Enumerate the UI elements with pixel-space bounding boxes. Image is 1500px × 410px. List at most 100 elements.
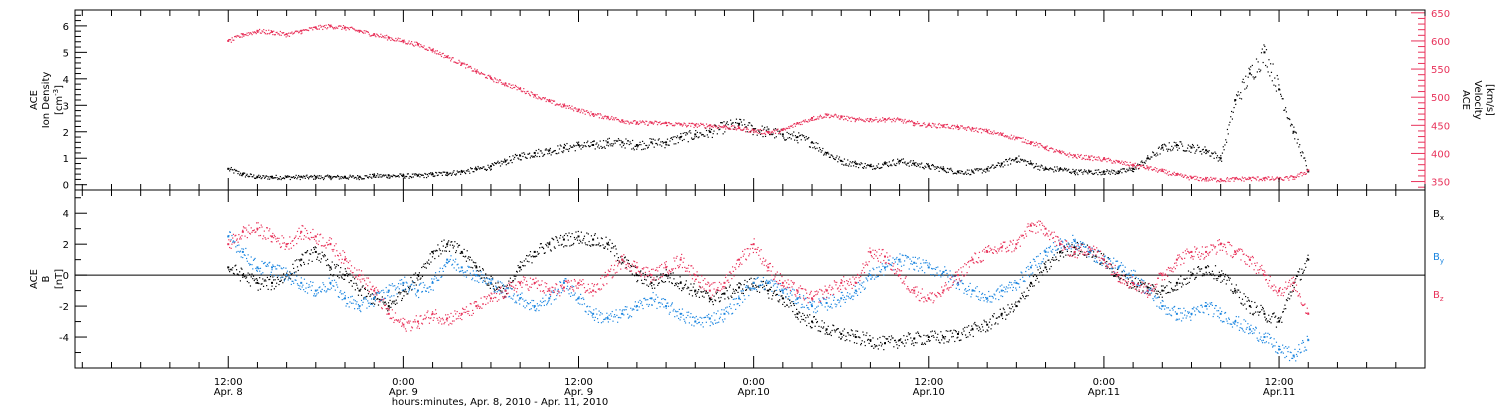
bfield-sample	[316, 289, 319, 291]
bfield-sample	[563, 246, 565, 248]
bfield-sample	[765, 284, 768, 287]
bfield-sample	[331, 261, 333, 263]
density-sample	[887, 165, 890, 168]
bfield-sample	[276, 276, 279, 279]
density-sample	[1098, 171, 1101, 174]
bfield-sample	[228, 269, 230, 271]
velocity-tick-label: 550	[1431, 65, 1450, 76]
bfield-sample	[671, 302, 674, 304]
velocity-sample	[455, 62, 458, 64]
velocity-sample	[1290, 175, 1292, 177]
density-sample	[1113, 169, 1115, 172]
density-sample	[1057, 168, 1059, 170]
bfield-sample	[683, 286, 685, 289]
bfield-sample	[1237, 289, 1239, 291]
density-sample	[787, 137, 789, 139]
bfield-sample	[634, 275, 636, 277]
bfield-sample	[266, 276, 269, 279]
velocity-sample	[727, 127, 729, 130]
velocity-sample	[450, 58, 453, 60]
bfield-point	[1015, 281, 1018, 284]
density-sample	[950, 167, 952, 169]
bfield-sample	[551, 290, 553, 292]
velocity-sample	[1137, 164, 1140, 166]
velocity-axis-label-line2: Velocity	[1472, 80, 1483, 119]
bfield-sample	[507, 288, 509, 290]
bfield-sample	[322, 254, 324, 257]
velocity-sample	[698, 125, 700, 127]
density-sample	[617, 140, 619, 142]
density-sample	[1284, 109, 1286, 111]
velocity-sample	[310, 27, 312, 29]
density-sample	[1243, 81, 1245, 84]
bfield-sample	[818, 325, 820, 328]
velocity-sample	[708, 125, 710, 127]
bfield-sample	[406, 282, 408, 284]
bfield-sample	[320, 291, 323, 293]
velocity-sample	[612, 117, 615, 119]
velocity-sample	[247, 34, 249, 37]
bfield-sample	[1157, 293, 1159, 295]
bfield-sample	[416, 277, 418, 279]
velocity-sample	[475, 72, 478, 74]
bfield-sample	[1187, 282, 1189, 285]
bfield-sample	[250, 276, 252, 278]
bfield-sample	[362, 285, 364, 287]
bfield-sample	[1224, 276, 1226, 278]
density-sample	[579, 145, 581, 147]
velocity-sample	[705, 127, 707, 129]
bfield-sample	[895, 341, 897, 343]
velocity-sample	[337, 25, 340, 27]
velocity-sample	[264, 33, 266, 35]
bfield-sample	[391, 303, 393, 305]
density-sample	[634, 145, 636, 147]
velocity-sample	[554, 104, 556, 106]
density-sample	[430, 172, 432, 174]
density-sample	[796, 139, 798, 142]
bfield-sample	[1180, 286, 1183, 288]
velocity-sample	[1019, 137, 1021, 139]
bfield-sample	[570, 292, 572, 294]
density-sample	[798, 135, 801, 137]
density-sample	[514, 156, 516, 159]
bfield-sample	[668, 313, 670, 315]
density-sample	[252, 176, 254, 178]
velocity-sample	[661, 123, 663, 125]
velocity-sample	[1034, 142, 1036, 145]
velocity-sample	[1280, 178, 1283, 180]
bfield-sample	[509, 287, 512, 289]
bfield-sample	[297, 284, 299, 286]
bfield-sample	[387, 302, 390, 304]
velocity-sample	[709, 127, 711, 129]
velocity-sample	[425, 48, 427, 51]
density-sample	[831, 154, 833, 156]
bfield-sample	[559, 281, 562, 284]
velocity-sample	[809, 118, 811, 120]
bfield-sample	[566, 235, 569, 237]
velocity-sample	[411, 40, 413, 43]
velocity-sample	[1046, 145, 1048, 147]
velocity-sample	[590, 111, 592, 113]
density-point	[373, 174, 376, 177]
density-sample	[338, 178, 340, 180]
bfield-sample	[1282, 311, 1284, 313]
density-sample	[283, 178, 286, 180]
velocity-sample	[1235, 176, 1238, 179]
velocity-sample	[439, 51, 441, 54]
density-sample	[1216, 157, 1218, 159]
density-sample	[601, 147, 603, 149]
bfield-sample	[870, 340, 872, 343]
bfield-sample	[745, 289, 748, 291]
bfield-sample	[314, 295, 316, 297]
velocity-sample	[424, 48, 426, 50]
bfield-sample	[589, 306, 591, 308]
velocity-sample	[920, 124, 922, 127]
bfield-sample	[762, 286, 764, 289]
bfield-sample	[283, 273, 285, 275]
density-sample	[1239, 97, 1241, 99]
density-unit-prefix: [cm	[54, 96, 65, 115]
density-sample	[700, 134, 703, 136]
bfield-sample	[395, 287, 397, 289]
bfield-sample	[263, 262, 265, 264]
density-sample	[1123, 168, 1126, 170]
